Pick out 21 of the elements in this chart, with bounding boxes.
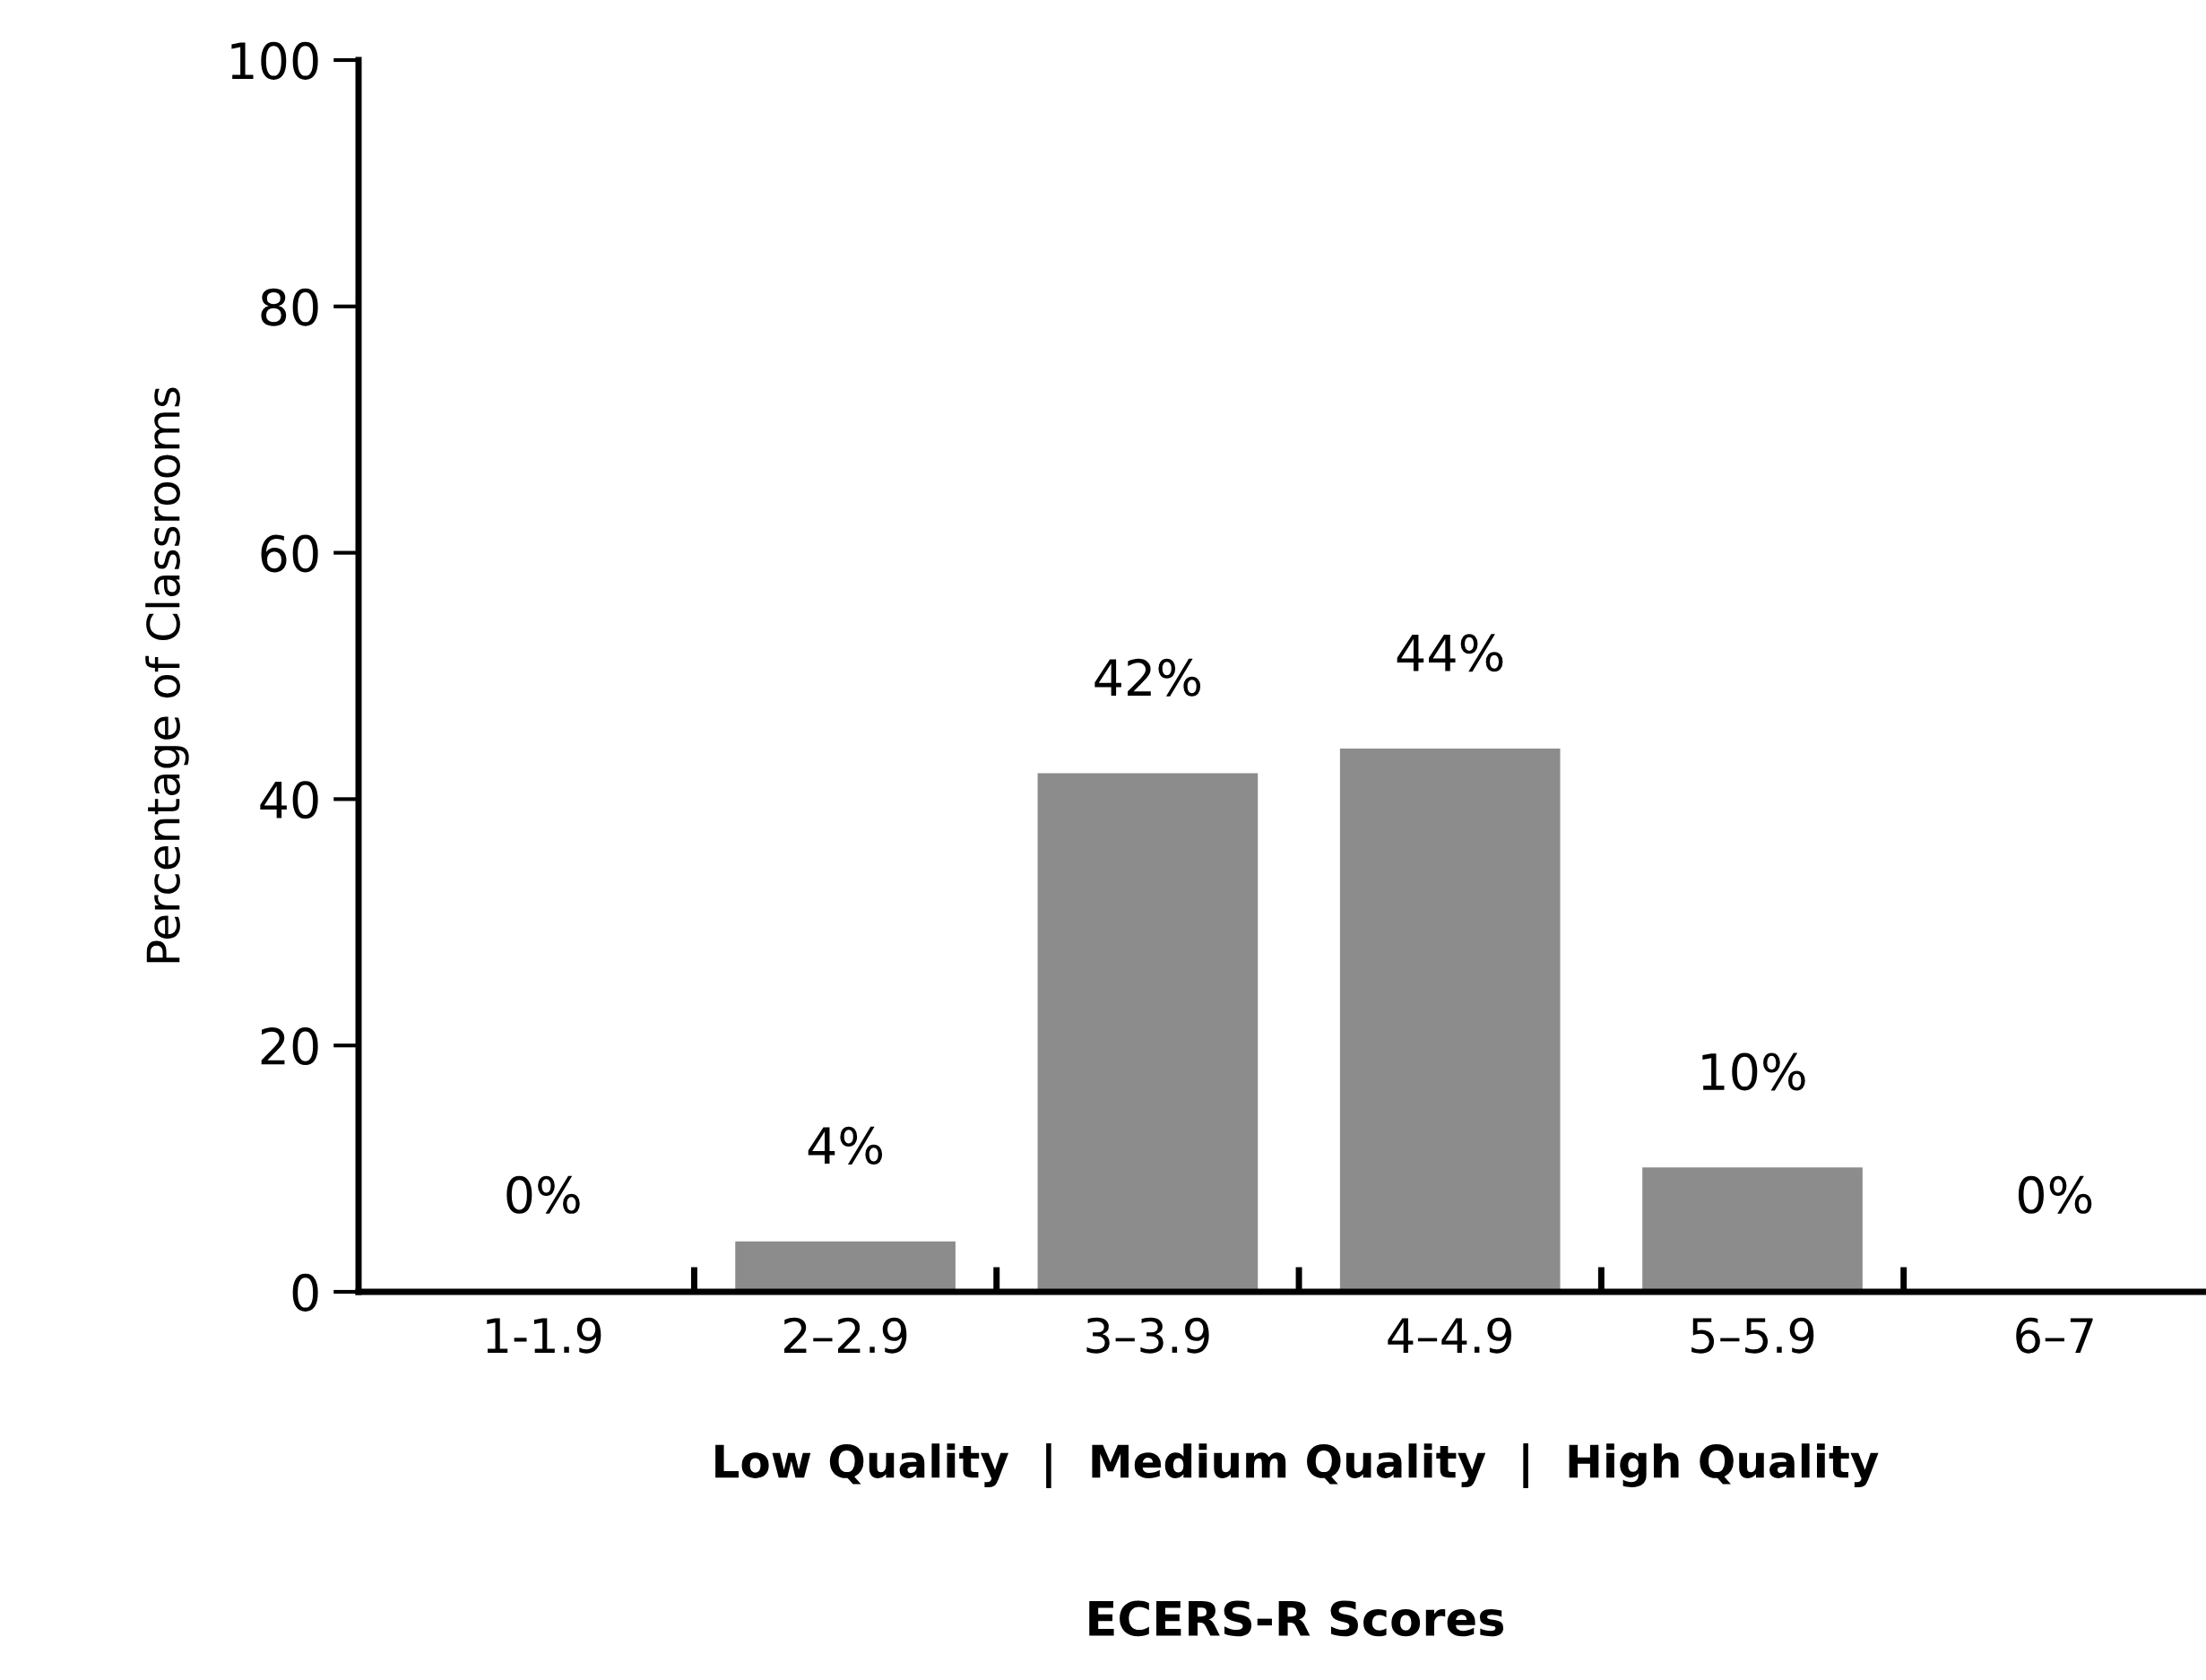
y-tick-label: 100 [231, 41, 318, 80]
x-tick-label: 4–4.9 [1388, 1317, 1511, 1354]
data-label: 0% [506, 1175, 580, 1214]
data-label: 42% [1094, 658, 1201, 697]
text: ECERS-R Scores [1089, 1600, 1504, 1637]
y-tick-label: 0 [292, 1273, 318, 1312]
x-tick-label: 3–3.9 [1086, 1317, 1209, 1354]
data-label: 44% [1397, 634, 1503, 672]
x-tick-label: 6–7 [2016, 1317, 2093, 1354]
y-tick-label: 60 [261, 534, 318, 573]
data-label: 10% [1702, 1052, 1805, 1091]
y-tick-label: 80 [261, 288, 318, 326]
data-label: 4% [808, 1126, 883, 1165]
y-tick-label: 20 [261, 1027, 318, 1066]
data-label: 0% [2018, 1175, 2092, 1214]
text: Low Quality | Medium Quality | High Quality [715, 1443, 1879, 1488]
y-axis-title: Percentage of Classrooms [145, 387, 189, 963]
x-tick-label: 5–5.9 [1691, 1317, 1814, 1354]
x-tick-label: 2–2.9 [784, 1317, 907, 1354]
y-tick-label: 40 [260, 781, 318, 819]
x-tick-label: 1-1.9 [487, 1317, 601, 1354]
